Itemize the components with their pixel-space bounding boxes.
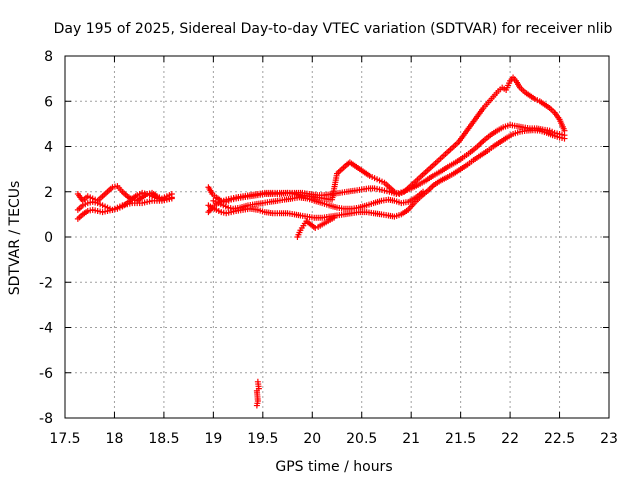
x-tick-label: 18 — [106, 431, 124, 447]
series-band-c — [74, 127, 568, 222]
y-tick-label: 6 — [44, 94, 53, 110]
x-tick-label: 22.5 — [544, 431, 575, 447]
x-tick-label: 20.5 — [346, 431, 377, 447]
y-tick-label: 0 — [44, 230, 53, 246]
data-point — [331, 214, 338, 221]
x-tick-label: 19 — [204, 431, 222, 447]
data-points — [74, 74, 568, 409]
series-outliers — [253, 378, 262, 409]
y-axis-label: SDTVAR / TECUs — [7, 181, 23, 296]
x-tick-label: 17.5 — [49, 431, 80, 447]
chart-title: Day 195 of 2025, Sidereal Day-to-day VTE… — [54, 21, 613, 37]
x-tick-label: 19.5 — [247, 431, 278, 447]
y-tick-label: -6 — [39, 366, 53, 382]
x-tick-labels: 17.5 18 18.5 19 19.5 20 20.5 21 21.5 22 22.5 23 — [49, 431, 618, 447]
data-point — [427, 184, 434, 191]
x-tick-label: 22 — [501, 431, 519, 447]
x-tick-label: 18.5 — [148, 431, 179, 447]
series-band-e — [294, 214, 338, 240]
data-point — [312, 224, 319, 231]
y-tick-label: -4 — [39, 321, 53, 337]
y-tick-label: 2 — [44, 185, 53, 201]
data-point — [478, 139, 485, 146]
data-point — [253, 402, 260, 409]
x-tick-label: 23 — [600, 431, 618, 447]
x-tick-label: 20 — [303, 431, 321, 447]
series-band-b — [74, 122, 568, 216]
y-tick-label: 4 — [44, 140, 53, 156]
y-tick-labels: -8 -6 -4 -2 0 2 4 6 8 — [39, 49, 53, 427]
data-point — [475, 142, 482, 149]
data-point — [420, 188, 427, 195]
data-point — [168, 195, 175, 202]
y-tick-label: -2 — [39, 275, 53, 291]
x-tick-label: 21 — [402, 431, 420, 447]
x-tick-label: 21.5 — [445, 431, 476, 447]
grid — [65, 56, 609, 418]
data-point — [561, 135, 568, 142]
series-band-a — [74, 74, 568, 205]
y-tick-label: 8 — [44, 49, 53, 65]
series-band-d — [210, 188, 427, 212]
plot-frame — [64, 55, 610, 419]
x-axis-label: GPS time / hours — [275, 459, 392, 475]
data-point — [477, 140, 484, 147]
y-tick-label: -8 — [39, 411, 53, 427]
